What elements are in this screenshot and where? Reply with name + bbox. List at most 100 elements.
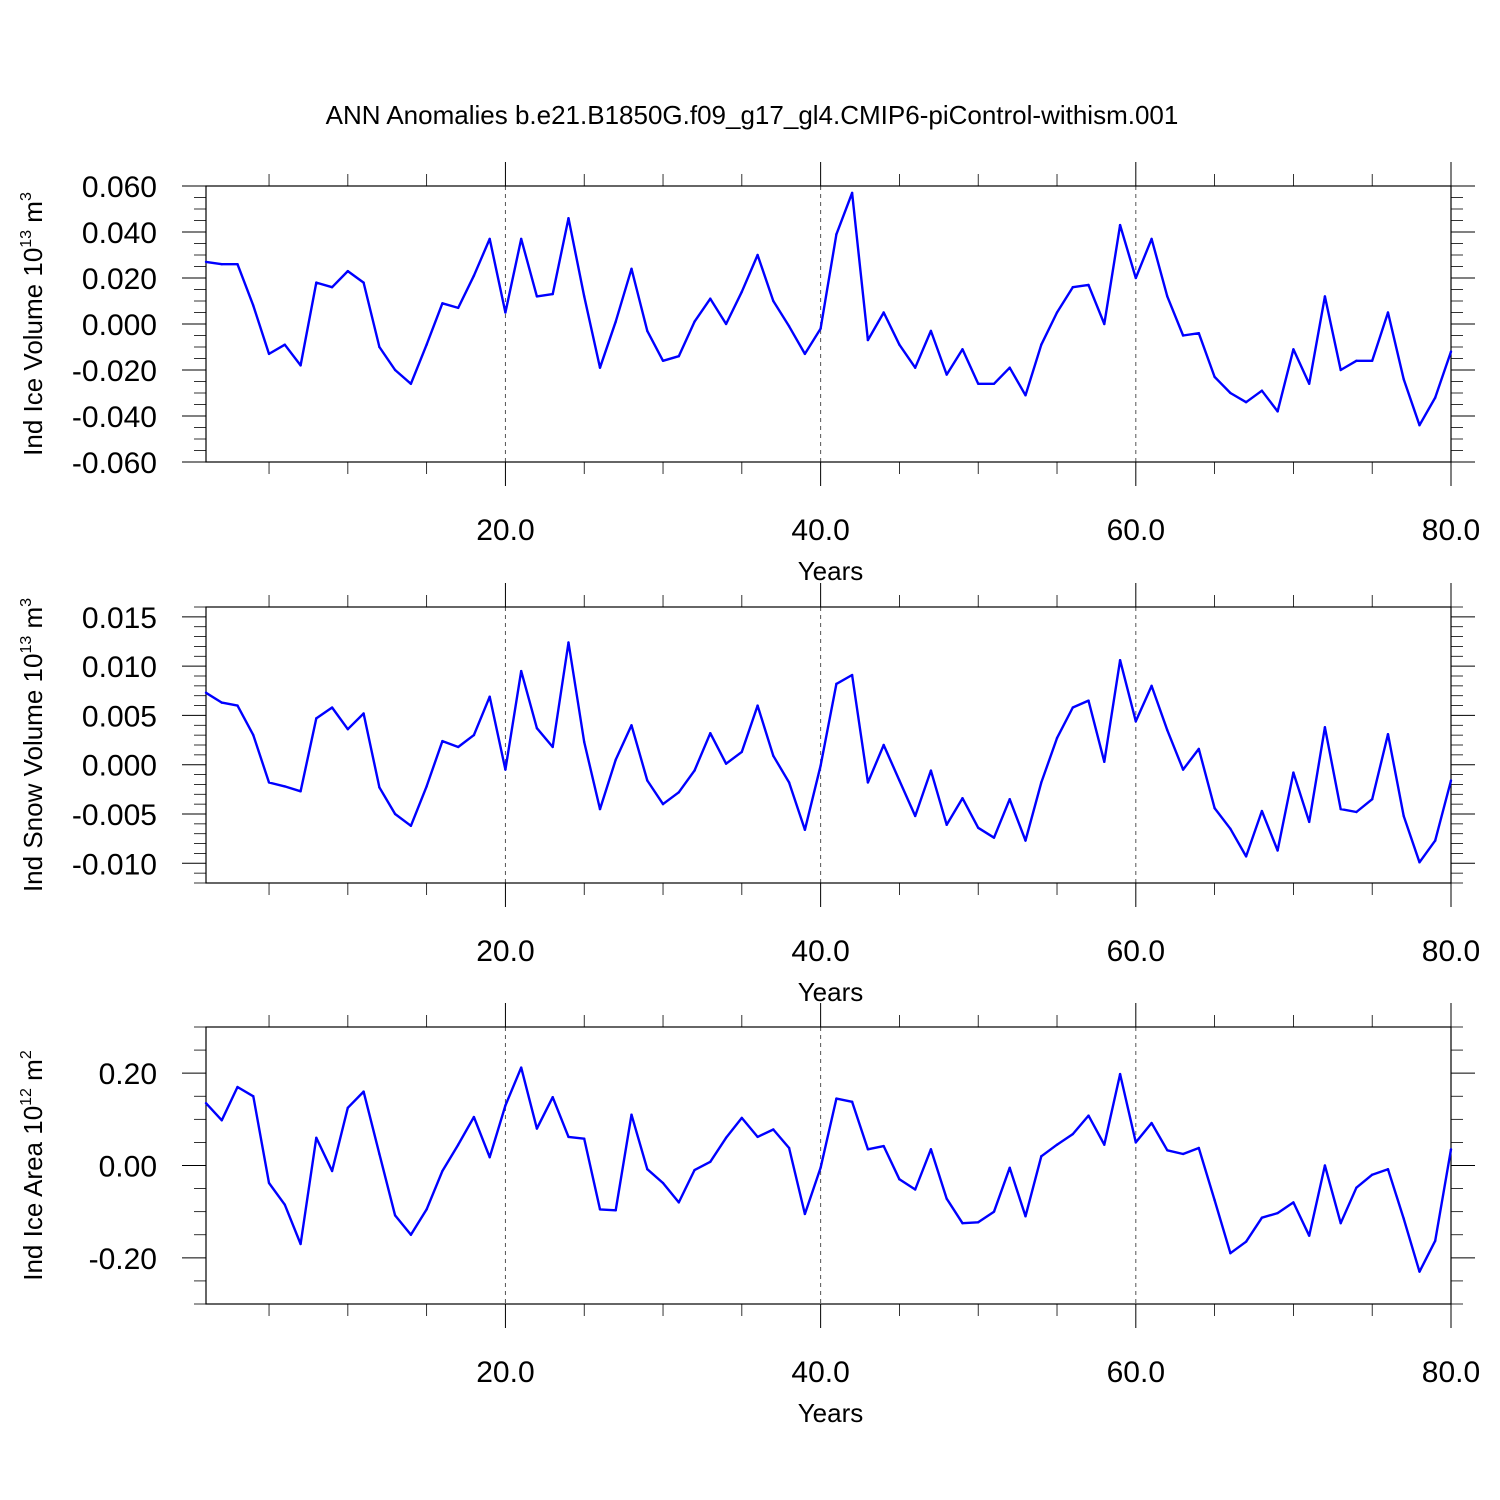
data-point (1276, 410, 1279, 413)
data-point (1008, 798, 1011, 801)
data-point (488, 1155, 491, 1159)
data-point (362, 281, 365, 284)
x-tick-label: 20.0 (476, 1356, 534, 1389)
data-point (1213, 375, 1216, 379)
data-point (803, 828, 807, 831)
data-point (1024, 1215, 1027, 1218)
data-point (1055, 1143, 1059, 1146)
data-point (1449, 350, 1453, 353)
data-point (267, 1181, 271, 1185)
data-point (1103, 1143, 1106, 1146)
data-point (567, 1135, 570, 1139)
data-point (1292, 348, 1295, 351)
data-point (1118, 659, 1122, 662)
data-point (1402, 378, 1405, 381)
x-tick-label: 20.0 (476, 514, 534, 547)
data-point (1339, 1222, 1342, 1225)
data-point (409, 1233, 413, 1236)
x-axis-label: Years (798, 556, 864, 586)
data-point (236, 1085, 239, 1089)
data-point (283, 785, 286, 788)
data-point (220, 701, 223, 704)
y-tick-label: 0.040 (82, 217, 157, 250)
data-point (977, 1221, 980, 1224)
data-point (1260, 809, 1264, 813)
data-point (677, 355, 680, 358)
data-point (614, 320, 617, 323)
data-point (1181, 334, 1185, 337)
data-point (393, 1214, 397, 1217)
x-tick-label: 60.0 (1107, 935, 1165, 968)
data-point (315, 1136, 318, 1140)
data-point (740, 290, 744, 293)
data-point (598, 366, 602, 369)
data-point (1434, 1239, 1437, 1242)
data-point (1260, 1216, 1264, 1219)
data-point (1166, 729, 1169, 732)
data-point (598, 1208, 602, 1211)
data-point (1071, 706, 1074, 709)
panel-3: -0.20 0.00 0.20 20.0 40.0 60.0 80.0 Years Ind Ic… (18, 1003, 1480, 1428)
data-point (362, 1090, 365, 1093)
data-point (1197, 1146, 1201, 1150)
data-point (1307, 1234, 1311, 1237)
data-point (819, 327, 822, 330)
series-line (205, 641, 1453, 864)
data-point (1150, 684, 1153, 688)
data-point (913, 1188, 917, 1191)
data-point (441, 1169, 444, 1173)
data-point (1229, 391, 1232, 395)
data-point (220, 263, 223, 266)
data-point (519, 669, 523, 673)
data-point (709, 297, 712, 300)
data-point (693, 769, 696, 772)
y-tick-label: 0.000 (82, 750, 157, 783)
data-point (929, 329, 933, 333)
data-point (583, 740, 586, 744)
data-point (1386, 1167, 1390, 1171)
data-point (519, 1066, 523, 1069)
panel-2: -0.010 -0.005 0.000 0.005 0.010 0.015 20.0 40.0… (18, 583, 1480, 1007)
data-point (456, 306, 460, 310)
data-point (693, 1168, 696, 1172)
data-point (1371, 1173, 1374, 1176)
data-point (835, 233, 838, 236)
data-point (330, 286, 334, 289)
plot-frame (205, 185, 1452, 463)
data-point (252, 733, 255, 737)
data-point (504, 768, 507, 771)
data-point (551, 1095, 554, 1099)
data-point (693, 320, 696, 323)
data-point (992, 836, 996, 839)
data-point (598, 807, 602, 811)
data-point (441, 302, 444, 305)
data-point (1040, 343, 1043, 346)
data-point (1166, 1149, 1169, 1152)
data-point (1181, 768, 1185, 771)
data-point (299, 1242, 302, 1246)
data-point (866, 1148, 870, 1151)
data-point (913, 366, 917, 369)
y-tick-label: -0.005 (72, 799, 157, 832)
data-point (220, 1119, 223, 1122)
data-point (1402, 1217, 1405, 1220)
data-point (1118, 223, 1122, 227)
data-point (1229, 1252, 1232, 1255)
data-point (1071, 286, 1074, 289)
data-point (1103, 322, 1106, 326)
data-point (1418, 861, 1421, 864)
x-tick-label: 20.0 (476, 935, 534, 968)
data-point (472, 733, 476, 737)
data-point (1276, 849, 1279, 852)
data-point (992, 1210, 996, 1213)
data-point (803, 1212, 807, 1216)
data-point (252, 1095, 255, 1098)
data-point (1197, 747, 1201, 751)
data-point (1292, 1201, 1295, 1204)
data-point (1307, 382, 1311, 385)
data-point (661, 802, 665, 806)
chart-panels: -0.060 -0.040 -0.020 0.000 0.020 0.040 0.060 20… (18, 162, 1480, 1428)
y-tick-label: 0.015 (82, 602, 157, 635)
data-point (425, 1208, 428, 1211)
data-point (1118, 1072, 1122, 1076)
